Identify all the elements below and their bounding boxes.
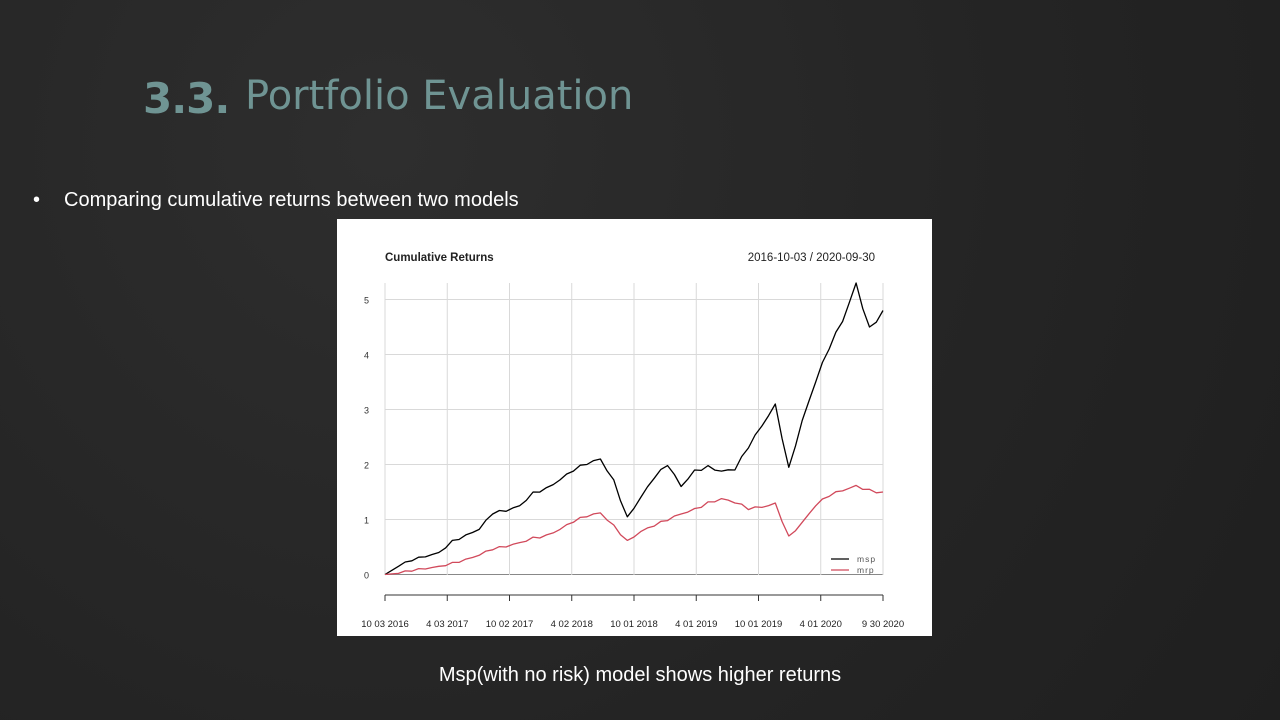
- x-tick-label: 4 02 2018: [551, 619, 593, 630]
- y-tick-label: 3: [364, 406, 369, 416]
- x-tick-label: 4 01 2019: [675, 619, 717, 630]
- legend-label-mrp: mrp: [857, 565, 875, 575]
- slide-title: Portfolio Evaluation: [245, 73, 634, 119]
- x-tick-label: 10 03 2016: [361, 619, 409, 630]
- axis-layer: 0 1 2 3 4 5 10 03 2016 4 03 2017 10 02 2017 4 02 …: [361, 296, 904, 631]
- caption: Msp(with no risk) model shows higher ret…: [438, 664, 842, 686]
- slide-number: 3.3.: [143, 74, 230, 123]
- x-tick-label: 10 01 2019: [735, 619, 783, 630]
- x-tick-label: 10 02 2017: [486, 619, 534, 630]
- y-tick-label: 0: [364, 571, 369, 581]
- y-tick-label: 1: [364, 516, 369, 526]
- legend-label-msp: msp: [857, 554, 876, 564]
- series-line-mrp: [384, 484, 884, 576]
- bullet-item: • Comparing cumulative returns between tw…: [33, 189, 519, 212]
- bullet-text: Comparing cumulative returns between two…: [64, 189, 519, 211]
- series-line-msp: [384, 282, 884, 576]
- chart-title: Cumulative Returns: [385, 252, 494, 264]
- x-tick-label: 10 01 2018: [610, 619, 658, 630]
- y-tick-label: 5: [364, 296, 369, 306]
- grid-layer: [384, 283, 884, 575]
- chart-date-range: 2016-10-03 / 2020-09-30: [748, 252, 875, 264]
- series-layer: [384, 282, 884, 576]
- bullet-icon: •: [33, 189, 41, 211]
- x-tick-label: 4 01 2020: [800, 619, 842, 630]
- x-tick-label: 9 30 2020: [862, 619, 904, 630]
- x-tick-label: 4 03 2017: [426, 619, 468, 630]
- chart-panel: Cumulative Returns 2016-10-03 / 2020-09-…: [337, 219, 932, 636]
- y-tick-label: 4: [364, 351, 369, 361]
- y-tick-label: 2: [364, 461, 369, 471]
- cumulative-returns-chart: Cumulative Returns 2016-10-03 / 2020-09-…: [361, 252, 904, 631]
